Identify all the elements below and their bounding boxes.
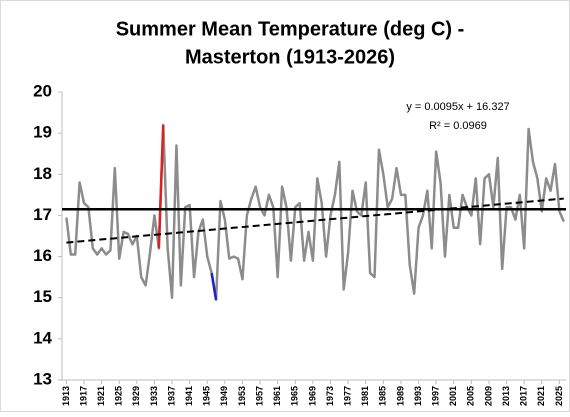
trend-line: [66, 197, 564, 244]
x-tick-label: 1957: [254, 386, 264, 406]
x-tick-label: 1941: [184, 386, 194, 406]
chart-title: Masterton (1913-2026): [185, 46, 395, 68]
x-tick-label: 1985: [378, 386, 388, 406]
y-tick-label: 18: [33, 164, 52, 183]
x-tick-label: 2021: [536, 386, 546, 406]
x-tick-label: 1921: [96, 386, 106, 406]
y-tick-label: 17: [33, 205, 52, 224]
x-tick-label: 1969: [307, 386, 317, 406]
x-tick-label: 1945: [202, 386, 212, 406]
x-tick-label: 1997: [431, 386, 441, 406]
annotation: y = 0.0095x + 16.327: [406, 101, 509, 113]
x-tick-label: 1973: [325, 386, 335, 406]
x-tick-label: 2005: [466, 386, 476, 406]
x-tick-label: 1949: [219, 386, 229, 406]
y-tick-label: 14: [33, 328, 52, 347]
x-tick-label: 1977: [342, 386, 352, 406]
x-tick-label: 2025: [554, 386, 564, 406]
x-tick-label: 1937: [166, 386, 176, 406]
y-tick-label: 15: [33, 287, 52, 306]
x-tick-label: 2001: [448, 386, 458, 406]
x-tick-label: 1929: [131, 386, 141, 406]
x-tick-label: 1913: [61, 386, 71, 406]
data-line: [65, 123, 565, 302]
x-tick-label: 1961: [272, 386, 282, 406]
x-tick-label: 1965: [290, 386, 300, 406]
highlight-segment: [157, 124, 165, 249]
x-tick-label: 2017: [519, 386, 529, 406]
x-tick-label: 1953: [237, 386, 247, 406]
x-tick-label: 1993: [413, 386, 423, 406]
x-tick-label: 1933: [149, 386, 159, 406]
x-tick-label: 1925: [114, 386, 124, 406]
x-tick-label: 1917: [78, 386, 88, 406]
annotation: R² = 0.0969: [429, 120, 487, 132]
x-tick-label: 2013: [501, 386, 511, 406]
y-tick-label: 13: [33, 369, 52, 388]
y-tick-label: 16: [33, 246, 52, 265]
y-tick-label: 20: [33, 81, 52, 100]
y-tick-label: 19: [33, 123, 52, 142]
x-tick-label: 1989: [395, 386, 405, 406]
chart-title: Summer Mean Temperature (deg C) -: [116, 18, 465, 40]
x-tick-label: 1981: [360, 386, 370, 406]
x-tick-label: 2009: [483, 386, 493, 406]
highlight-segment: [210, 272, 218, 300]
